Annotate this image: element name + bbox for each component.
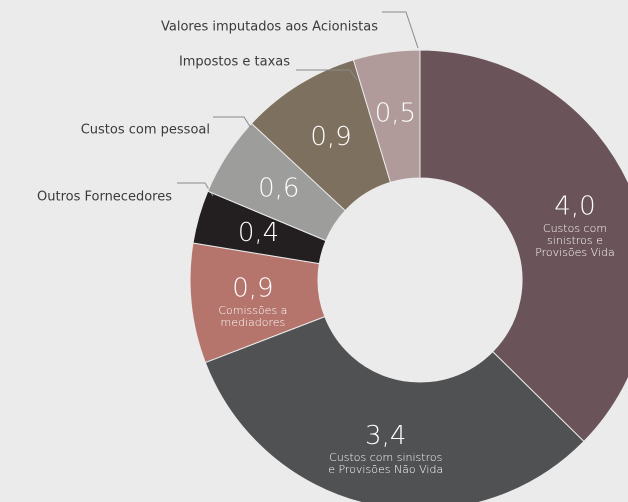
donut-slice <box>419 49 628 443</box>
leader-line <box>382 11 419 49</box>
value-label: 3,4 <box>365 421 406 451</box>
value-label: 0,9 <box>310 122 351 152</box>
category-label: Outros Fornecedores <box>37 190 172 205</box>
category-label: Valores imputados aos Acionistas <box>161 20 378 35</box>
category-label: Custos com sinistros e Provisões Vida <box>535 222 615 260</box>
value-label: 0,4 <box>238 218 279 248</box>
leader-line <box>213 116 252 129</box>
category-label: Custos com pessoal <box>81 123 210 138</box>
value-label: 0,9 <box>232 274 273 304</box>
value-label: 0,5 <box>375 98 416 128</box>
category-label: Custos com sinistros e Provisões Não Vid… <box>328 451 444 477</box>
value-label: 0,6 <box>258 173 299 203</box>
leader-line <box>296 69 358 81</box>
value-label: 4,0 <box>554 192 595 222</box>
donut-slice <box>204 315 585 502</box>
donut-slice <box>352 49 421 183</box>
category-label: Impostos e taxas <box>179 55 290 70</box>
category-label: Comissões a mediadores <box>218 304 288 330</box>
